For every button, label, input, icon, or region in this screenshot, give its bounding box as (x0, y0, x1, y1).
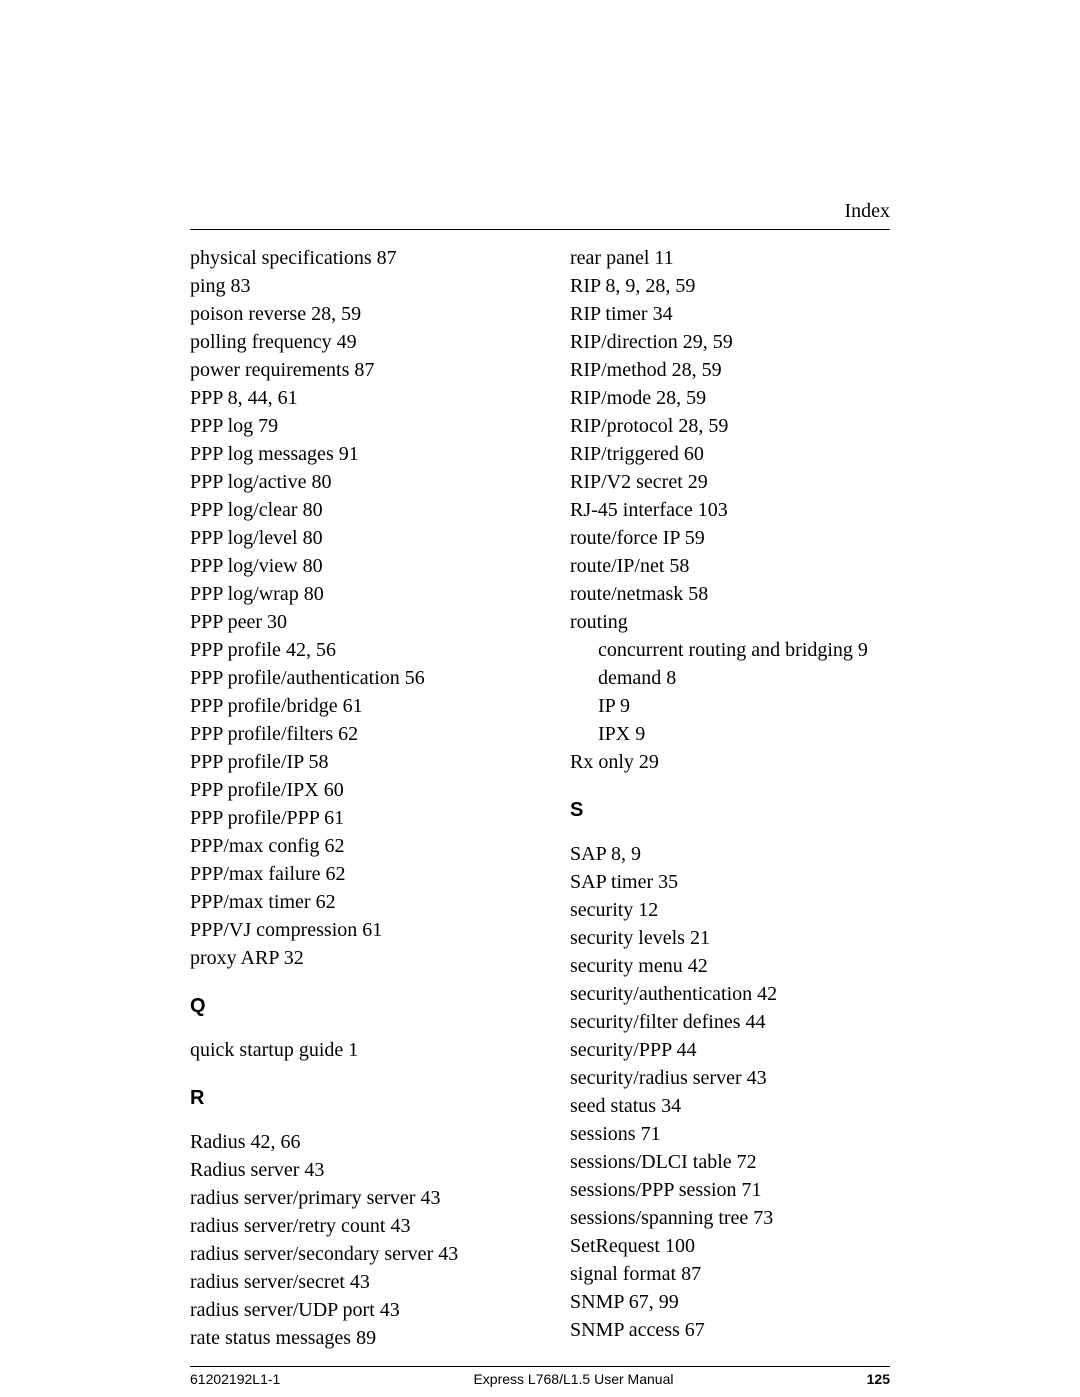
footer-doc-id: 61202192L1-1 (190, 1371, 280, 1387)
index-entry: PPP profile/PPP 61 (190, 804, 510, 832)
section-heading-q: Q (190, 992, 510, 1020)
index-entry: sessions 71 (570, 1120, 890, 1148)
index-entry: sessions/DLCI table 72 (570, 1148, 890, 1176)
index-entry: PPP profile 42, 56 (190, 636, 510, 664)
index-entry: PPP log/clear 80 (190, 496, 510, 524)
index-entry: sessions/PPP session 71 (570, 1176, 890, 1204)
index-entry: route/netmask 58 (570, 580, 890, 608)
index-entry: poison reverse 28, 59 (190, 300, 510, 328)
index-entry: radius server/UDP port 43 (190, 1296, 510, 1324)
index-entry: RIP/triggered 60 (570, 440, 890, 468)
index-entry: RIP/V2 secret 29 (570, 468, 890, 496)
index-entry: PPP profile/authentication 56 (190, 664, 510, 692)
index-entry: security menu 42 (570, 952, 890, 980)
index-columns: physical specifications 87ping 83poison … (190, 244, 890, 1352)
index-entry: SNMP 67, 99 (570, 1288, 890, 1316)
index-entry: radius server/secondary server 43 (190, 1240, 510, 1268)
footer-rule (190, 1366, 890, 1367)
index-entry: PPP log/active 80 (190, 468, 510, 496)
index-entry: PPP/max timer 62 (190, 888, 510, 916)
index-entry: Rx only 29 (570, 748, 890, 776)
index-entry: SAP 8, 9 (570, 840, 890, 868)
index-entry: RIP/direction 29, 59 (570, 328, 890, 356)
index-entry: rate status messages 89 (190, 1324, 510, 1352)
index-entry: security/radius server 43 (570, 1064, 890, 1092)
page-header-title: Index (190, 200, 890, 223)
index-entry: PPP/max config 62 (190, 832, 510, 860)
index-entry: signal format 87 (570, 1260, 890, 1288)
section-heading-r: R (190, 1084, 510, 1112)
index-entry: PPP profile/bridge 61 (190, 692, 510, 720)
index-entry: PPP profile/filters 62 (190, 720, 510, 748)
index-entry: SNMP access 67 (570, 1316, 890, 1344)
index-column-right: rear panel 11RIP 8, 9, 28, 59RIP timer 3… (570, 244, 890, 1352)
index-entry: security levels 21 (570, 924, 890, 952)
index-entry: PPP peer 30 (190, 608, 510, 636)
index-entry: security 12 (570, 896, 890, 924)
index-entry: PPP log/view 80 (190, 552, 510, 580)
index-entry: PPP/VJ compression 61 (190, 916, 510, 944)
index-entry: PPP/max failure 62 (190, 860, 510, 888)
index-entry: physical specifications 87 (190, 244, 510, 272)
page-container: Index physical specifications 87ping 83p… (0, 0, 1080, 1387)
index-entry: rear panel 11 (570, 244, 890, 272)
index-entry: PPP profile/IPX 60 (190, 776, 510, 804)
index-entry: PPP log/wrap 80 (190, 580, 510, 608)
index-entry: IP 9 (570, 692, 890, 720)
index-entry: RIP/protocol 28, 59 (570, 412, 890, 440)
section-heading-s: S (570, 796, 890, 824)
index-entry: RIP/method 28, 59 (570, 356, 890, 384)
index-entry: routing (570, 608, 890, 636)
index-entry: SAP timer 35 (570, 868, 890, 896)
index-entry: seed status 34 (570, 1092, 890, 1120)
index-entry: IPX 9 (570, 720, 890, 748)
index-entry: route/IP/net 58 (570, 552, 890, 580)
index-entry: radius server/primary server 43 (190, 1184, 510, 1212)
index-entry: security/authentication 42 (570, 980, 890, 1008)
footer-page-number: 125 (867, 1371, 890, 1387)
index-entry: SetRequest 100 (570, 1232, 890, 1260)
index-entry: security/filter defines 44 (570, 1008, 890, 1036)
index-entry: PPP log/level 80 (190, 524, 510, 552)
index-entry: Radius 42, 66 (190, 1128, 510, 1156)
index-entry: quick startup guide 1 (190, 1036, 510, 1064)
index-entry: demand 8 (570, 664, 890, 692)
index-entry: RJ-45 interface 103 (570, 496, 890, 524)
index-entry: power requirements 87 (190, 356, 510, 384)
index-entry: proxy ARP 32 (190, 944, 510, 972)
index-entry: RIP 8, 9, 28, 59 (570, 272, 890, 300)
index-entry: RIP timer 34 (570, 300, 890, 328)
index-entry: polling frequency 49 (190, 328, 510, 356)
header-rule (190, 229, 890, 230)
index-entry: security/PPP 44 (570, 1036, 890, 1064)
index-entry: radius server/secret 43 (190, 1268, 510, 1296)
index-entry: PPP profile/IP 58 (190, 748, 510, 776)
index-entry: sessions/spanning tree 73 (570, 1204, 890, 1232)
index-entry: radius server/retry count 43 (190, 1212, 510, 1240)
index-column-left: physical specifications 87ping 83poison … (190, 244, 510, 1352)
index-entry: PPP 8, 44, 61 (190, 384, 510, 412)
index-entry: concurrent routing and bridging 9 (570, 636, 890, 664)
page-footer: 61202192L1-1 Express L768/L1.5 User Manu… (190, 1371, 890, 1387)
index-entry: route/force IP 59 (570, 524, 890, 552)
index-entry: PPP log messages 91 (190, 440, 510, 468)
index-entry: Radius server 43 (190, 1156, 510, 1184)
index-entry: RIP/mode 28, 59 (570, 384, 890, 412)
index-entry: PPP log 79 (190, 412, 510, 440)
index-entry: ping 83 (190, 272, 510, 300)
footer-manual-title: Express L768/L1.5 User Manual (280, 1371, 866, 1387)
